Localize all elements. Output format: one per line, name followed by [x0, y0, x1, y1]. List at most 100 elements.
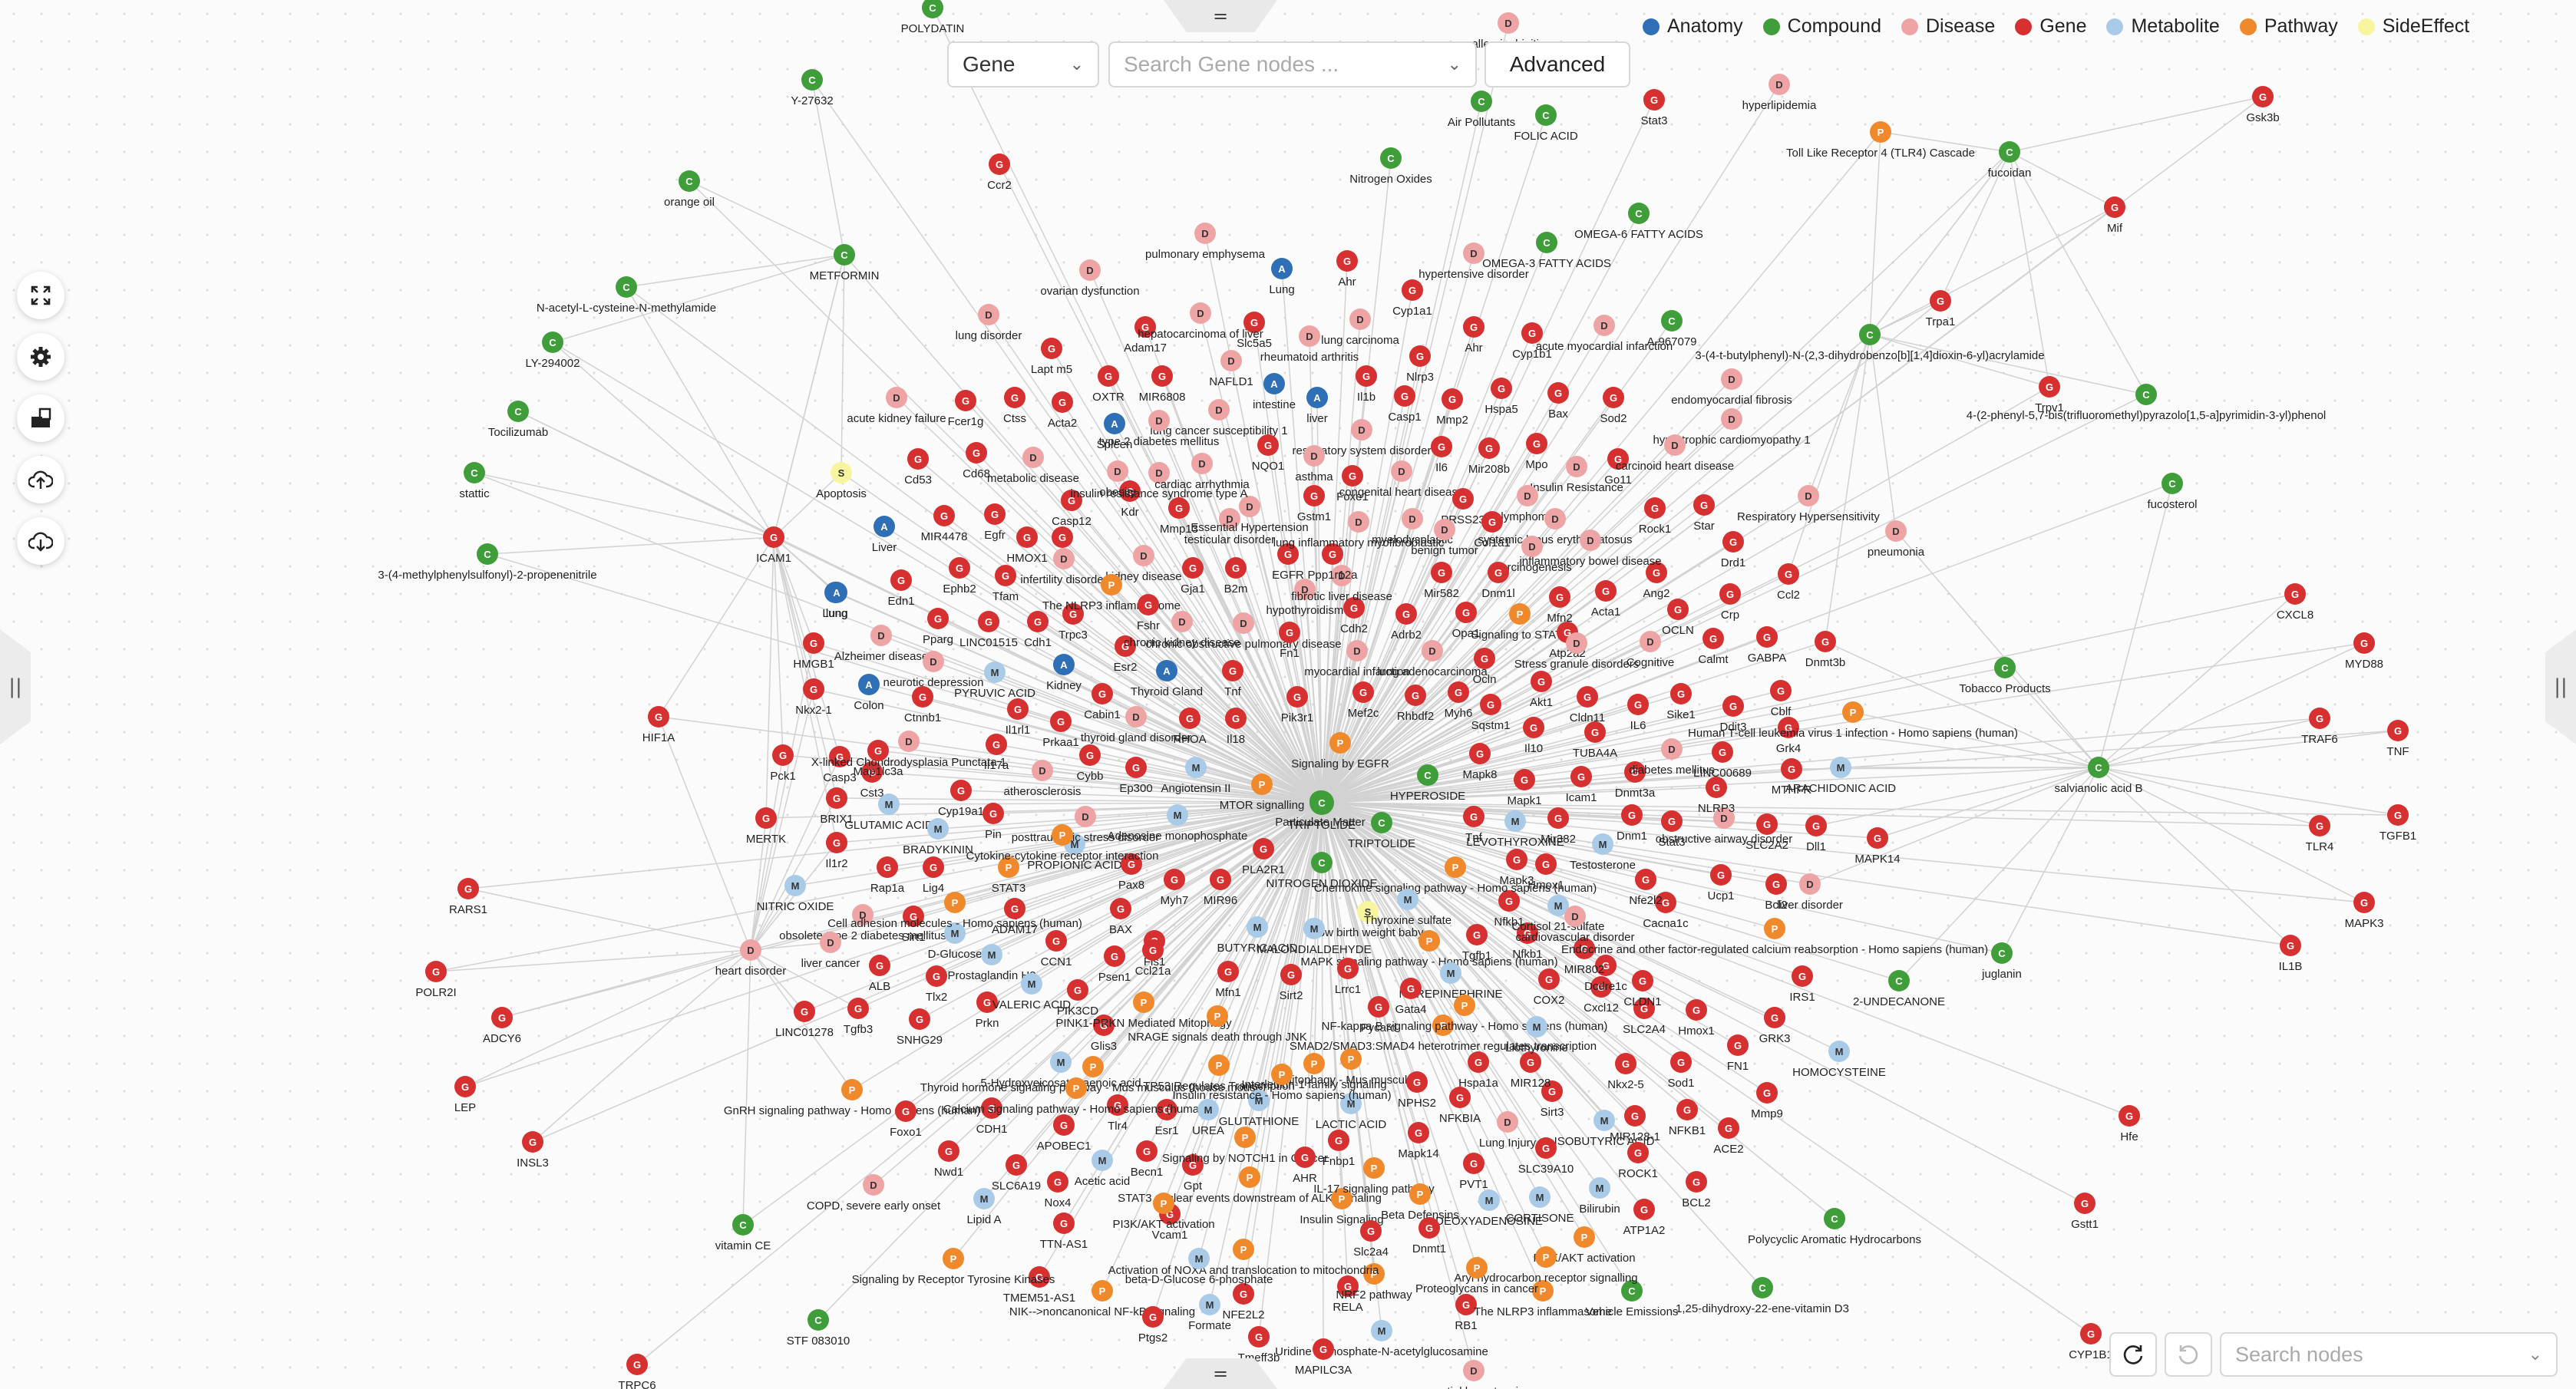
node-circle[interactable]: [1466, 924, 1488, 945]
node-circle[interactable]: [1541, 1081, 1563, 1102]
node-circle[interactable]: [1052, 526, 1073, 548]
node-circle[interactable]: [861, 761, 883, 783]
node-circle[interactable]: [1047, 1171, 1068, 1193]
node-circle[interactable]: [1348, 511, 1369, 533]
node-circle[interactable]: [1182, 557, 1204, 579]
node-circle[interactable]: [1455, 1294, 1477, 1315]
node-circle[interactable]: [1455, 602, 1477, 623]
node-circle[interactable]: [1624, 761, 1646, 783]
node-circle[interactable]: [831, 462, 852, 483]
node-circle[interactable]: [1027, 611, 1049, 632]
node-circle[interactable]: [1417, 764, 1438, 786]
node-circle[interactable]: [1156, 1099, 1177, 1120]
node-circle[interactable]: [1722, 531, 1744, 553]
node-circle[interactable]: [1107, 460, 1128, 482]
node-circle[interactable]: [984, 662, 1006, 683]
left-panel-toggle[interactable]: ||: [0, 629, 31, 744]
graph-node[interactable]: MD-Glucose: [928, 922, 983, 961]
node-circle[interactable]: [829, 746, 850, 767]
node-circle[interactable]: [1119, 480, 1141, 502]
node-circle[interactable]: [542, 332, 563, 353]
node-circle[interactable]: [1138, 594, 1159, 615]
node-circle[interactable]: [938, 1140, 959, 1162]
node-circle[interactable]: [1067, 979, 1088, 1001]
graph-node[interactable]: C2-UNDECANONE: [1853, 970, 1945, 1008]
node-circle[interactable]: [1021, 973, 1042, 995]
node-circle[interactable]: [870, 625, 892, 646]
node-circle[interactable]: [1930, 290, 1951, 312]
node-circle[interactable]: [1098, 365, 1119, 387]
node-circle[interactable]: [1395, 603, 1417, 625]
graph-node[interactable]: C4-(2-phenyl-5,7-bis(trifluoromethyl)pyr…: [1967, 384, 2327, 422]
node-circle[interactable]: [1798, 485, 1819, 506]
node-circle[interactable]: [803, 678, 824, 700]
node-circle[interactable]: [2387, 804, 2409, 826]
node-circle[interactable]: [1363, 1263, 1385, 1285]
node-circle[interactable]: [923, 651, 944, 672]
node-circle[interactable]: [1603, 387, 1624, 408]
node-circle[interactable]: [1718, 1117, 1739, 1139]
node-circle[interactable]: [1151, 365, 1173, 387]
node-circle[interactable]: [1004, 387, 1025, 408]
legend-item-gene[interactable]: Gene: [2015, 15, 2086, 38]
node-circle[interactable]: [1179, 708, 1200, 729]
node-circle[interactable]: [1721, 368, 1742, 390]
node-circle[interactable]: [1655, 892, 1676, 913]
node-circle[interactable]: [1765, 873, 1787, 895]
node-circle[interactable]: [1531, 671, 1552, 692]
node-circle[interactable]: [1248, 1326, 1270, 1348]
node-circle[interactable]: [1294, 1147, 1316, 1168]
node-circle[interactable]: [1615, 1053, 1636, 1074]
node-circle[interactable]: [2252, 86, 2274, 107]
node-circle[interactable]: [740, 939, 761, 961]
node-circle[interactable]: [1506, 849, 1527, 870]
node-circle[interactable]: [1727, 1034, 1749, 1056]
reset-button[interactable]: [2165, 1332, 2212, 1377]
node-circle[interactable]: [2104, 196, 2125, 218]
